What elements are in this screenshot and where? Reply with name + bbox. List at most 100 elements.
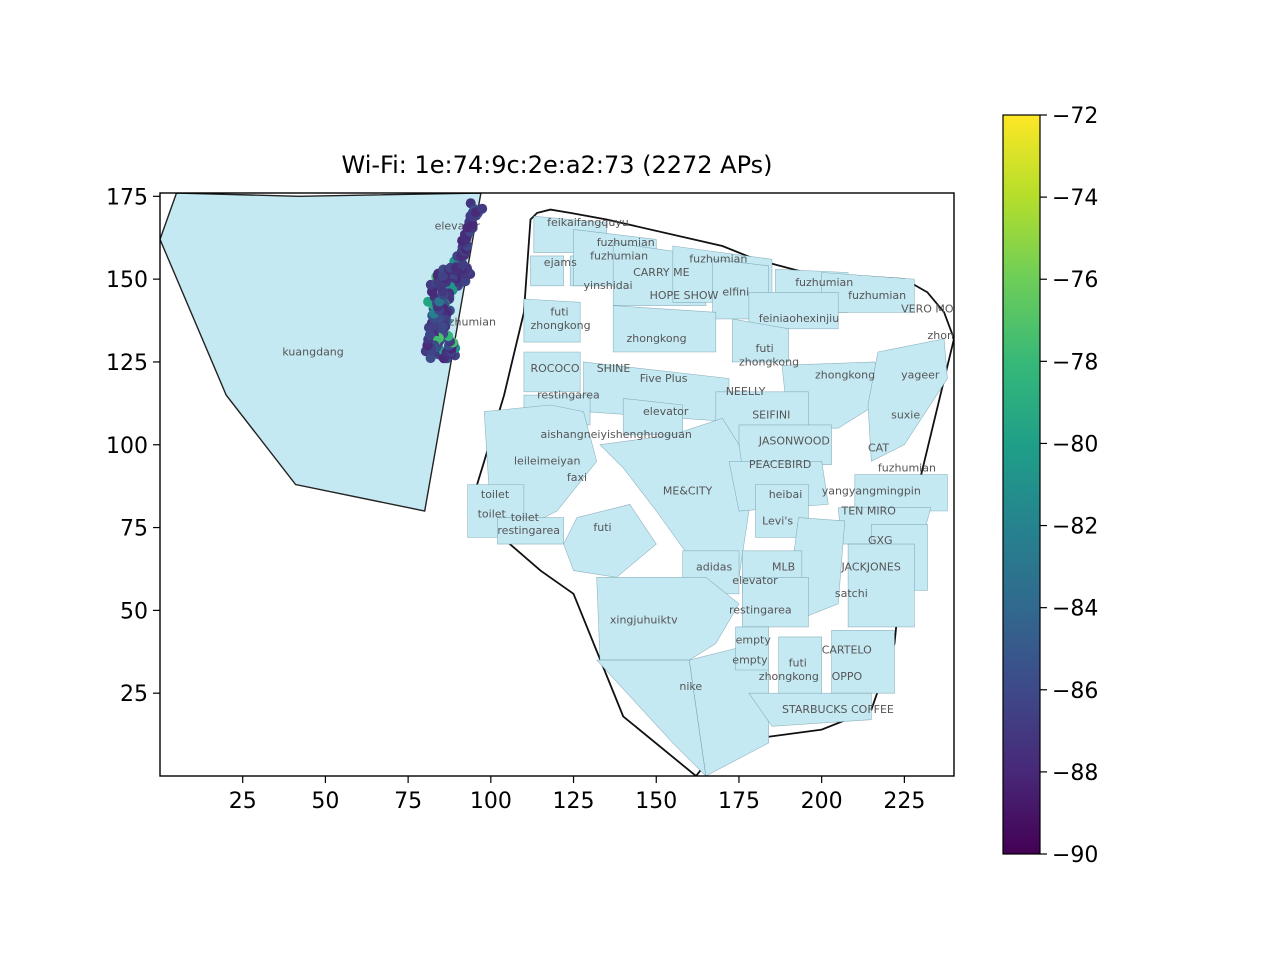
shop-label: JASONWOOD (758, 435, 830, 448)
x-tick-label: 100 (470, 789, 512, 814)
x-tick-label: 50 (311, 789, 339, 814)
shop-label: zhongkong (531, 319, 591, 332)
y-tick-label: 175 (106, 185, 148, 210)
shop-label: aishangneiyishenghuoguan (541, 428, 692, 441)
colorbar-tick-label: −84 (1052, 597, 1098, 622)
shop-polygon (735, 626, 770, 671)
shop-label: elevator (732, 574, 778, 587)
shop-label: fuzhumian (878, 461, 936, 474)
shop-label: feiniaohexinjiu (759, 312, 839, 325)
shop-label: futi (593, 521, 611, 534)
shop-label: fuzhumian (438, 316, 496, 329)
x-tick-label: 175 (718, 789, 760, 814)
shop-label: futi (789, 657, 807, 670)
shop-label: Five Plus (640, 372, 688, 385)
y-tick-label: 150 (106, 268, 148, 293)
shop-label: VERO MODA (901, 302, 970, 315)
shop-polygon (530, 255, 564, 287)
shop-label: adidas (696, 561, 733, 574)
shop-polygon (741, 576, 809, 628)
y-tick-label: 75 (120, 517, 148, 542)
shop-label: heibai (769, 488, 803, 501)
x-tick-label: 150 (635, 789, 677, 814)
rssi-point (425, 353, 436, 364)
measurement-points (420, 198, 488, 364)
colorbar-tick-label: −74 (1052, 186, 1098, 211)
shop-label: OPPO (832, 670, 863, 683)
y-tick-label: 100 (106, 434, 148, 459)
shop-polygon (523, 351, 581, 393)
y-tick-label: 50 (120, 599, 148, 624)
plot-frame (159, 192, 955, 777)
x-axis: 25 50 75 100 125 150 175 200 225 (229, 776, 925, 814)
colorbar-tick-label: −72 (1052, 104, 1098, 129)
shop-label: toilet (511, 511, 540, 524)
shop-label: restingarea (729, 604, 792, 617)
shop-label: TEN MIRO (841, 504, 897, 517)
shop-label: SEIFINI (752, 408, 790, 421)
shop-label: elevator (643, 405, 689, 418)
colorbar-tick-label: −90 (1052, 843, 1098, 868)
shop-label: fuzhumian (795, 276, 853, 289)
shop-label: toilet (481, 488, 510, 501)
shop-label: JACKJONES (841, 561, 901, 574)
shop-label: futi (756, 342, 774, 355)
colorbar (1002, 114, 1041, 855)
shop-label: Levi's (762, 514, 793, 527)
shop-label: elfini (722, 286, 749, 299)
shop-label: yangyangmingpin (822, 484, 921, 497)
shop-label: MLB (772, 561, 795, 574)
shop-label: kuangdang (282, 345, 343, 358)
x-tick-label: 200 (801, 789, 843, 814)
shop-label: zhongkong (815, 369, 875, 382)
rssi-point (477, 203, 488, 214)
shop-polygon (867, 338, 948, 462)
shop-polygon (523, 298, 581, 343)
colorbar-tick-label: −86 (1052, 679, 1098, 704)
y-tick-label: 25 (120, 682, 148, 707)
shop-polygon (748, 292, 839, 330)
x-tick-label: 25 (229, 789, 257, 814)
shop-label: restingarea (537, 388, 600, 401)
y-axis: 25 50 75 100 125 150 175 (106, 185, 160, 707)
chart-title: Wi-Fi: 1e:74:9c:2e:a2:73 (2272 APs) (341, 151, 772, 179)
shop-label: CAT (868, 441, 889, 454)
x-tick-label: 125 (553, 789, 595, 814)
shop-label: HOPE SHOW (650, 289, 719, 302)
shop-label: GXG (868, 534, 893, 547)
x-tick-label: 75 (394, 789, 422, 814)
shop-label: faxi (567, 471, 587, 484)
shop-polygon (612, 305, 717, 353)
shop-label: zhongkong (928, 329, 988, 342)
y-tick-label: 125 (106, 351, 148, 376)
shop-polygon (596, 659, 707, 776)
shop-label: suxie (891, 408, 920, 421)
shop-polygon (854, 474, 948, 512)
shop-label: NEELLY (726, 385, 766, 398)
shop-label: STARBUCKS COFFEE (782, 703, 894, 716)
shop-label: CARRY ME (633, 266, 689, 279)
shop-label: empty (732, 653, 768, 666)
shop-label: zhongkong (759, 670, 819, 683)
rssi-point (467, 219, 478, 230)
shop-polygon (599, 417, 750, 595)
shop-label: CARTELO (822, 643, 872, 656)
shop-label: SHINE (597, 362, 631, 375)
shop-polygon (731, 318, 789, 363)
rssi-point (424, 329, 435, 340)
rssi-point (428, 320, 439, 331)
shop-label: futi (550, 306, 568, 319)
shop-polygons (467, 215, 948, 776)
rssi-point (457, 259, 468, 270)
shop-label: fuzhumian (848, 289, 906, 302)
shop-label: empty (736, 634, 772, 647)
colorbar-tick-label: −88 (1052, 761, 1098, 786)
shop-label: leileimeiyan (514, 455, 581, 468)
shop-label: xingjuhuiktv (610, 614, 678, 627)
colorbar-tick-label: −80 (1052, 432, 1098, 457)
shop-label: restingarea (497, 524, 560, 537)
shop-label: ME&CITY (663, 484, 713, 497)
colorbar-axis: −90 −88 −86 −84 −82 −80 −78 −76 −74 −72 (1040, 104, 1098, 868)
colorbar-tick-label: −78 (1052, 350, 1098, 375)
